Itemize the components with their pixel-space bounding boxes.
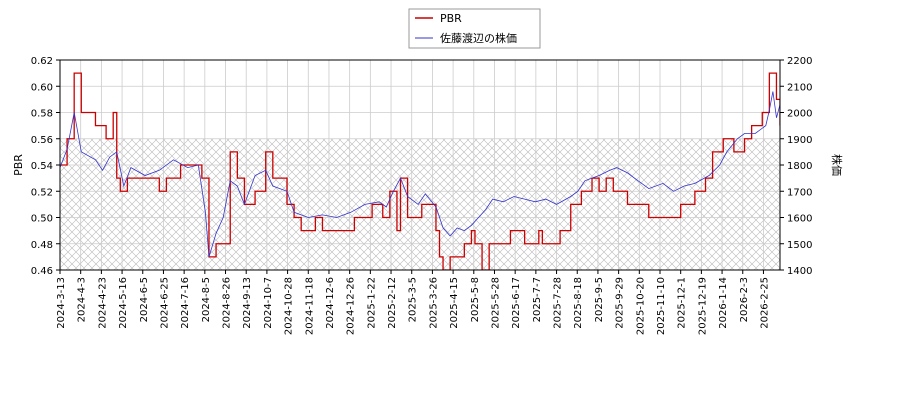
x-tick-label: 2025-12-1 [677, 277, 688, 329]
left-tick-label: 0.52 [31, 187, 53, 198]
x-tick-label: 2024-5-16 [118, 277, 129, 329]
x-tick-label: 2025-1-22 [366, 277, 377, 329]
left-tick-label: 0.54 [31, 161, 53, 172]
legend-box [408, 8, 541, 49]
x-tick-label: 2024-9-13 [242, 277, 253, 329]
x-tick-label: 2024-10-28 [284, 277, 295, 335]
x-tick-label: 2024-3-13 [56, 277, 67, 329]
x-tick-label: 2024-11-18 [304, 277, 315, 335]
left-tick-label: 0.58 [31, 109, 53, 120]
right-tick-label: 2200 [787, 56, 812, 67]
legend: PBR 佐藤渡辺の株価 [408, 8, 541, 49]
x-tick-label: 2025-5-28 [490, 277, 501, 329]
x-tick-label: 2024-4-23 [97, 277, 108, 329]
left-tick-label: 0.62 [31, 56, 53, 67]
x-tick-label: 2024-12-6 [325, 277, 336, 329]
right-tick-label: 1800 [787, 161, 812, 172]
x-tick-label: 2024-12-26 [346, 277, 357, 335]
right-tick-label: 1600 [787, 214, 812, 225]
x-tick-label: 2025-2-12 [387, 277, 398, 329]
series-line-pbr [60, 72, 780, 270]
right-tick-label: 1500 [787, 240, 812, 251]
right-tick-label: 1900 [787, 135, 812, 146]
x-tick-label: 2024-8-5 [201, 277, 212, 322]
left-tick-label: 0.60 [31, 82, 53, 93]
x-tick-label: 2024-6-25 [159, 277, 170, 329]
right-axis-ticks: 1400 1500 1600 1700 1800 1900 2000 2100 2200 [780, 56, 812, 277]
x-tick-label: 2024-4-3 [77, 277, 88, 322]
left-axis-title: PBR [12, 154, 25, 176]
x-tick-label: 2024-7-16 [180, 277, 191, 329]
x-tick-label: 2025-4-15 [449, 277, 460, 329]
x-tick-label: 2024-8-26 [222, 277, 233, 329]
series-line-stock-price [60, 91, 780, 258]
left-axis-ticks: 0.46 0.48 0.50 0.52 0.54 0.56 0.58 0.60 0.62 [31, 56, 60, 277]
right-tick-label: 1700 [787, 187, 812, 198]
x-tick-label: 2025-5-8 [470, 277, 481, 322]
shaded-band [60, 138, 780, 270]
x-tick-label: 2024-6-5 [139, 277, 150, 322]
right-tick-label: 2100 [787, 82, 812, 93]
x-tick-label: 2025-9-29 [615, 277, 626, 329]
left-tick-label: 0.50 [31, 214, 53, 225]
x-tick-label: 2025-6-17 [511, 277, 522, 329]
x-tick-label: 2026-1-14 [718, 277, 729, 329]
x-tick-label: 2025-3-5 [408, 277, 419, 322]
legend-label-pbr: PBR [440, 12, 462, 25]
left-tick-label: 0.56 [31, 135, 53, 146]
right-tick-label: 1400 [787, 266, 812, 277]
right-tick-label: 2000 [787, 109, 812, 120]
right-axis-title: 株価 [830, 154, 844, 176]
x-tick-label: 2025-7-7 [532, 277, 543, 322]
x-tick-label: 2026-2-25 [759, 277, 770, 329]
x-tick-label: 2026-2-3 [739, 277, 750, 322]
x-tick-label: 2025-7-28 [553, 277, 564, 329]
left-tick-label: 0.46 [31, 266, 53, 277]
x-tick-label: 2025-8-18 [573, 277, 584, 329]
x-tick-label: 2025-10-20 [635, 277, 646, 335]
series-layer [60, 72, 780, 270]
x-tick-label: 2025-3-26 [428, 277, 439, 329]
x-axis-ticks: 2024-3-13 2024-4-3 2024-4-23 2024-5-16 2024-… [56, 270, 770, 335]
x-tick-label: 2025-11-10 [656, 277, 667, 335]
x-tick-label: 2025-9-5 [594, 277, 605, 322]
x-tick-label: 2024-10-7 [263, 277, 274, 329]
left-tick-label: 0.48 [31, 240, 53, 251]
x-tick-label: 2025-12-19 [697, 277, 708, 335]
legend-label-stock-price: 佐藤渡辺の株価 [440, 31, 517, 45]
